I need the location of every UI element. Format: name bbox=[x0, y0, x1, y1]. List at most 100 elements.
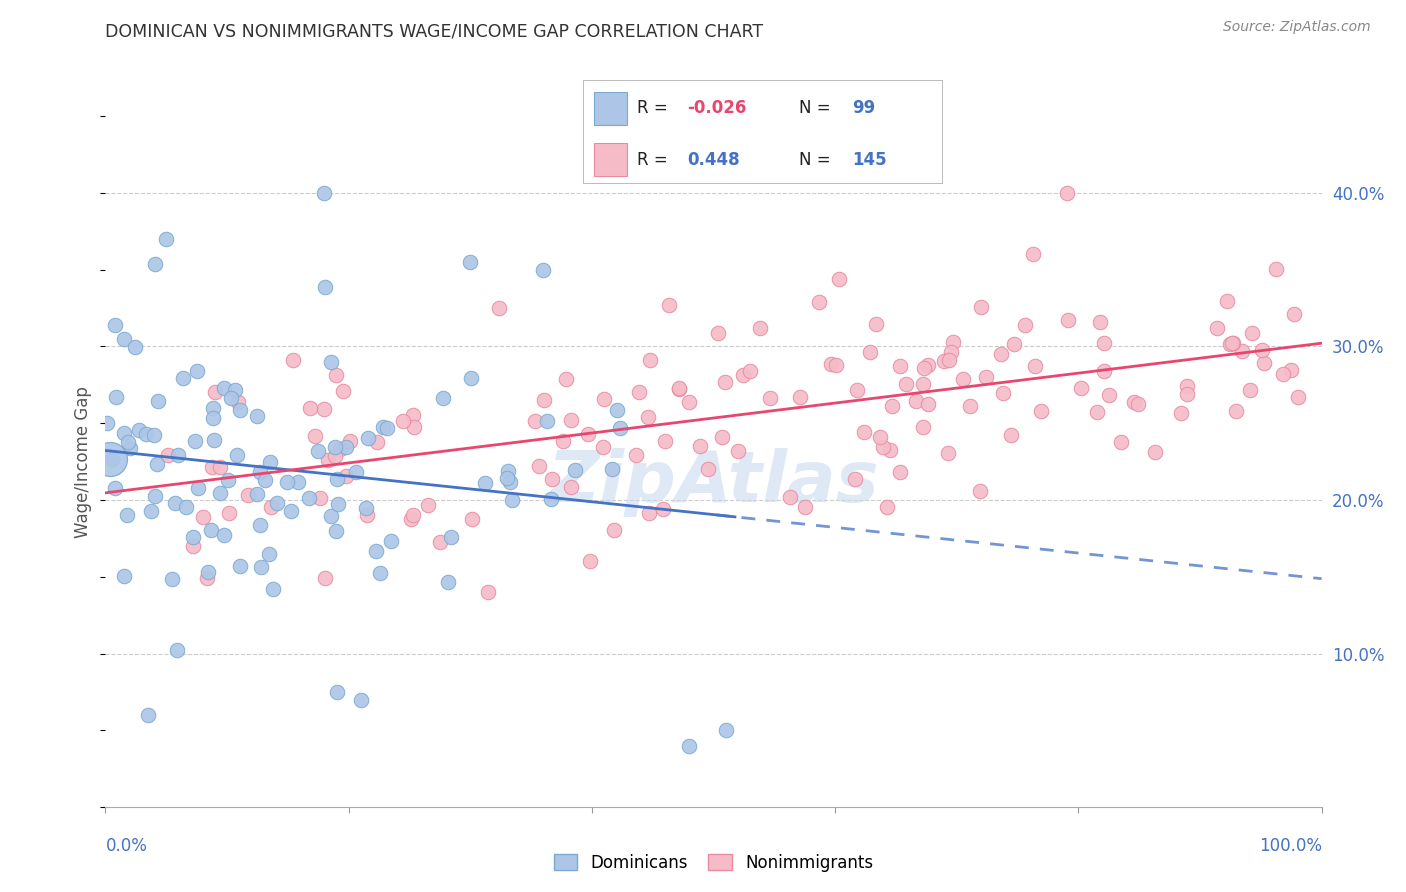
Point bbox=[156, 448, 179, 462]
Point bbox=[1175, 379, 1198, 393]
Text: R =: R = bbox=[637, 100, 673, 118]
Point bbox=[1085, 404, 1108, 418]
Point bbox=[1126, 397, 1149, 411]
Point bbox=[1225, 404, 1247, 418]
Point bbox=[1000, 427, 1022, 442]
Point bbox=[312, 401, 335, 416]
Point bbox=[219, 391, 242, 405]
Point bbox=[314, 186, 336, 200]
Point bbox=[461, 512, 484, 526]
Point bbox=[876, 500, 898, 515]
Point bbox=[990, 347, 1012, 361]
Point bbox=[226, 394, 249, 409]
Point bbox=[307, 444, 329, 458]
Point bbox=[872, 440, 894, 454]
Point bbox=[146, 458, 169, 472]
Point bbox=[879, 443, 901, 458]
Point bbox=[711, 430, 734, 444]
Point bbox=[253, 474, 276, 488]
Point bbox=[941, 334, 963, 349]
Point bbox=[229, 558, 252, 573]
Point bbox=[578, 554, 600, 568]
Point bbox=[204, 384, 226, 399]
Point bbox=[128, 423, 150, 437]
Point bbox=[1143, 445, 1166, 459]
Text: N =: N = bbox=[799, 100, 835, 118]
Point bbox=[845, 383, 868, 397]
Point bbox=[402, 408, 425, 422]
Point bbox=[314, 571, 336, 585]
Point bbox=[184, 434, 207, 448]
Point bbox=[368, 566, 391, 580]
Point bbox=[1222, 336, 1244, 351]
Point bbox=[202, 433, 225, 447]
Point bbox=[1070, 381, 1092, 395]
Point bbox=[707, 326, 730, 340]
Point bbox=[1279, 363, 1302, 377]
Point bbox=[224, 384, 246, 398]
Point bbox=[1014, 318, 1036, 333]
Point bbox=[1088, 315, 1111, 329]
Point bbox=[936, 445, 959, 459]
Point bbox=[917, 397, 939, 411]
Point bbox=[339, 434, 361, 449]
Point bbox=[148, 393, 170, 408]
Point bbox=[527, 458, 550, 473]
Point bbox=[200, 524, 222, 538]
Point bbox=[326, 497, 349, 511]
Point bbox=[335, 440, 357, 454]
Point bbox=[416, 498, 439, 512]
Point bbox=[181, 539, 204, 553]
Point bbox=[952, 372, 974, 386]
Point bbox=[155, 232, 177, 246]
Point bbox=[793, 500, 815, 514]
Point bbox=[1056, 186, 1078, 200]
Point bbox=[191, 510, 214, 524]
Point bbox=[991, 386, 1014, 401]
Point bbox=[889, 359, 911, 373]
Point bbox=[316, 452, 339, 467]
Point bbox=[1230, 343, 1253, 358]
Point bbox=[474, 475, 496, 490]
Point bbox=[1098, 388, 1121, 402]
Point bbox=[402, 419, 425, 434]
Point bbox=[172, 371, 194, 385]
Point bbox=[346, 465, 368, 479]
Point bbox=[1175, 386, 1198, 401]
Point bbox=[356, 500, 378, 515]
Point bbox=[266, 496, 288, 510]
Point bbox=[162, 572, 184, 586]
Point bbox=[678, 395, 700, 409]
Point bbox=[869, 430, 891, 444]
Point bbox=[229, 403, 252, 417]
Point bbox=[501, 493, 523, 508]
Point bbox=[1170, 406, 1192, 420]
Point bbox=[904, 393, 927, 408]
Point bbox=[298, 491, 321, 506]
Point bbox=[380, 533, 402, 548]
Point bbox=[609, 421, 631, 435]
Point bbox=[249, 465, 271, 479]
Point bbox=[1205, 321, 1227, 335]
Point bbox=[714, 375, 737, 389]
Point bbox=[350, 692, 373, 706]
Point bbox=[202, 410, 225, 425]
Point bbox=[100, 451, 122, 466]
Point bbox=[970, 300, 993, 314]
Point bbox=[329, 442, 352, 456]
Point bbox=[218, 506, 240, 520]
Point bbox=[1264, 261, 1286, 276]
Point bbox=[825, 358, 848, 372]
Point bbox=[759, 391, 782, 405]
Point bbox=[309, 491, 332, 506]
Point bbox=[638, 353, 661, 368]
Point bbox=[912, 361, 935, 376]
Point bbox=[828, 272, 851, 286]
Point bbox=[592, 392, 614, 406]
Point bbox=[325, 524, 347, 538]
Point bbox=[696, 462, 718, 476]
Point bbox=[323, 449, 346, 463]
Point bbox=[202, 401, 225, 416]
Point bbox=[183, 530, 205, 544]
Point bbox=[356, 508, 378, 522]
